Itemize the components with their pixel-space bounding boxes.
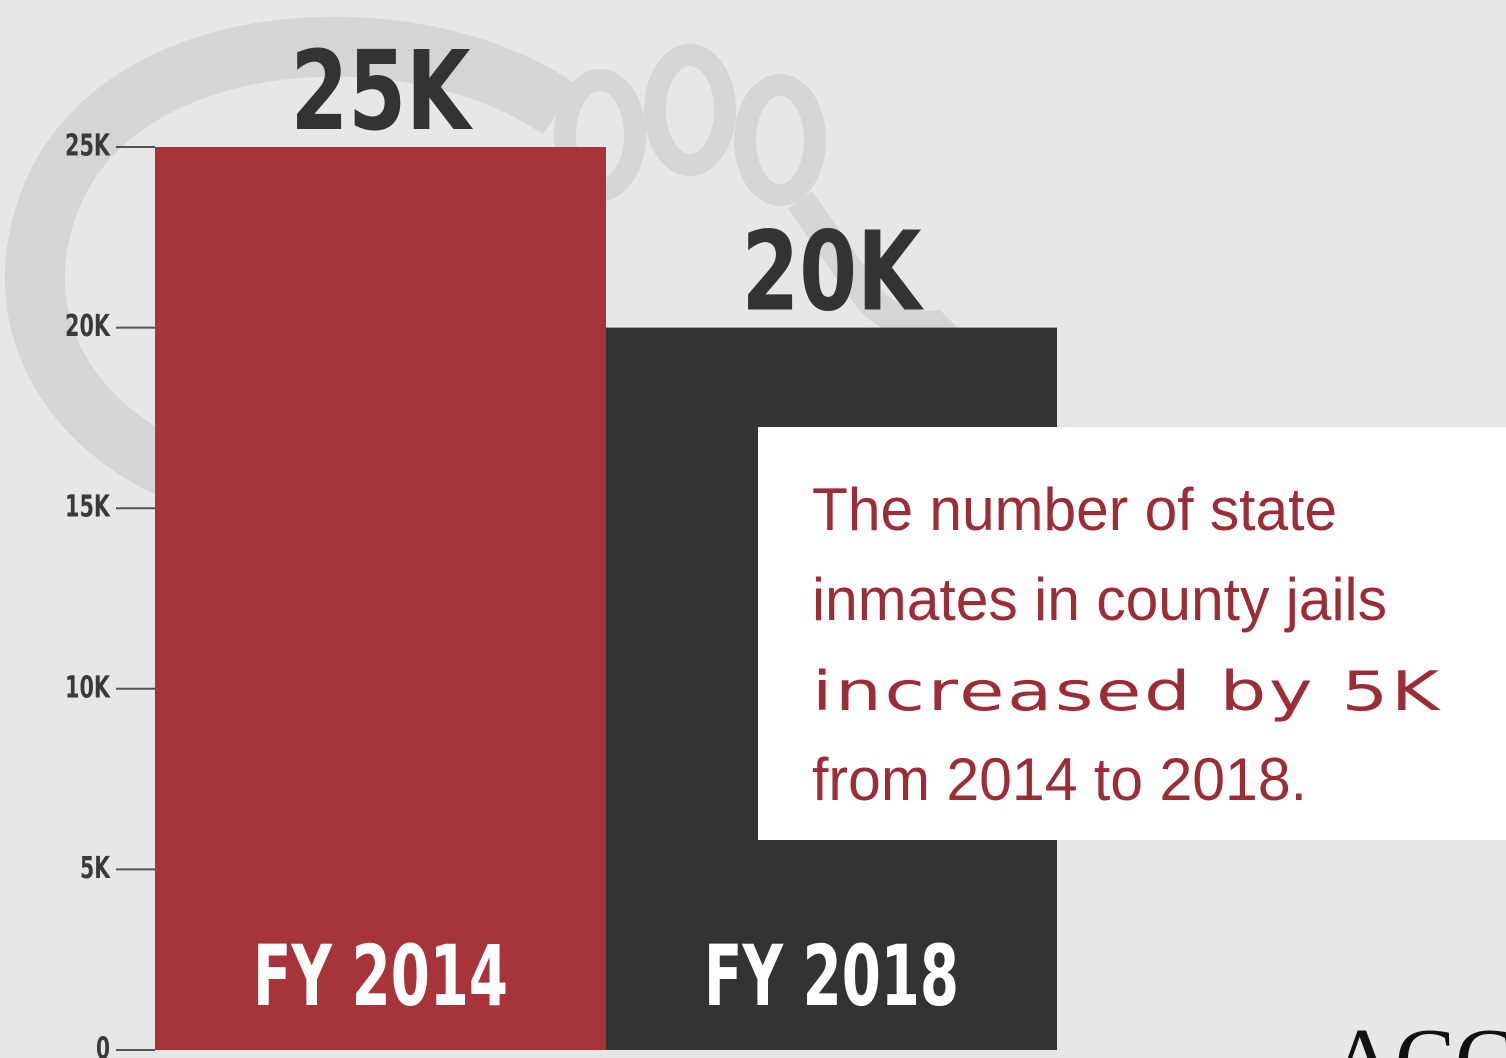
y-tick-label: 10K [65, 670, 111, 705]
bar [155, 147, 606, 1050]
logo: ACCA [1330, 1011, 1506, 1058]
value-label: 25K [291, 27, 474, 155]
annotation-line: inmates in county jails [812, 566, 1387, 633]
annotation-line: increased by 5K [812, 660, 1442, 723]
annotation-line: from 2014 to 2018. [812, 746, 1307, 813]
x-tick-label: FY 2014 [253, 927, 508, 1025]
annotation-line: The number of state [812, 476, 1337, 543]
y-tick-label: 5K [80, 851, 111, 886]
y-tick-label: 15K [65, 490, 111, 525]
annotation-box [758, 427, 1506, 840]
y-tick-label: 0 [96, 1032, 110, 1058]
value-label: 20K [742, 208, 925, 336]
y-tick-label: 20K [65, 309, 111, 344]
y-tick-label: 25K [65, 129, 111, 164]
x-tick-label: FY 2018 [704, 927, 959, 1025]
